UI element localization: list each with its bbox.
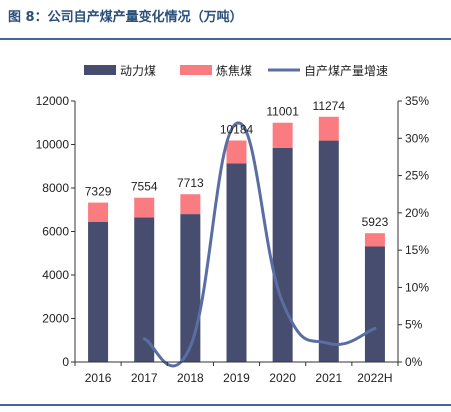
right-axis: 0% 5% 10% 15% 20% 25% 30% 35% — [397, 94, 429, 369]
legend-label-thermal: 动力煤 — [120, 64, 156, 78]
total-label: 10184 — [220, 122, 254, 136]
bar-thermal — [88, 221, 109, 362]
legend-label-growth: 自产煤产量增速 — [304, 64, 388, 78]
growth-line — [142, 121, 377, 368]
total-label: 7554 — [131, 180, 158, 194]
x-tick-label: 2019 — [223, 371, 250, 385]
data-labels: 7329 7554 7713 10184 11001 11274 5923 — [85, 99, 389, 229]
x-axis: 2016 2017 2018 2019 2020 2021 2022H — [74, 361, 399, 385]
total-label: 7329 — [85, 185, 112, 199]
x-tick-label: 2021 — [315, 371, 342, 385]
right-tick-label: 30% — [405, 131, 429, 145]
chart-title: 图 8：公司自产煤产量变化情况（万吨） — [8, 10, 243, 25]
x-tick-label: 2017 — [131, 371, 158, 385]
top-rule — [0, 38, 451, 40]
left-tick-label: 2000 — [42, 312, 69, 326]
legend-swatch-coking — [180, 65, 212, 75]
right-tick-label: 15% — [405, 243, 429, 257]
left-tick-label: 0 — [62, 355, 69, 369]
bottom-rule — [0, 404, 451, 406]
left-axis: 0 2000 4000 6000 8000 10000 12000 — [36, 94, 76, 369]
total-label: 5923 — [362, 215, 389, 229]
legend: 动力煤 炼焦煤 自产煤产量增速 — [84, 63, 388, 78]
x-tick-label: 2018 — [177, 371, 204, 385]
bar-thermal — [318, 140, 339, 362]
x-tick-label: 2016 — [85, 371, 112, 385]
right-tick-label: 0% — [405, 355, 423, 369]
left-tick-label: 4000 — [42, 268, 69, 282]
left-tick-label: 12000 — [36, 94, 70, 108]
left-tick-label: 8000 — [42, 181, 69, 195]
left-tick-label: 10000 — [36, 138, 70, 152]
x-tick-label: 2020 — [269, 371, 296, 385]
right-tick-label: 25% — [405, 169, 429, 183]
bar-thermal — [364, 246, 385, 362]
right-tick-label: 10% — [405, 280, 429, 294]
bar-thermal — [272, 147, 293, 362]
right-tick-label: 5% — [405, 318, 423, 332]
legend-label-coking: 炼焦煤 — [216, 63, 252, 78]
total-label: 7713 — [177, 176, 204, 190]
bar-coking — [272, 122, 293, 148]
x-tick-label: 2022H — [357, 371, 392, 385]
left-tick-label: 6000 — [42, 225, 69, 239]
bars — [88, 116, 385, 362]
total-label: 11001 — [266, 105, 299, 119]
bar-coking — [88, 202, 109, 222]
right-tick-label: 20% — [405, 206, 429, 220]
bar-coking — [364, 233, 385, 247]
legend-swatch-thermal — [84, 65, 116, 75]
bar-thermal — [226, 163, 247, 362]
bar-coking — [134, 197, 155, 218]
bar-thermal — [180, 214, 201, 362]
right-tick-label: 35% — [405, 94, 429, 108]
bar-coking — [318, 116, 339, 141]
total-label: 11274 — [313, 99, 346, 113]
bar-thermal — [134, 217, 155, 362]
bar-coking — [180, 194, 201, 215]
bar-coking — [226, 140, 247, 164]
growth-line-group — [142, 121, 377, 368]
